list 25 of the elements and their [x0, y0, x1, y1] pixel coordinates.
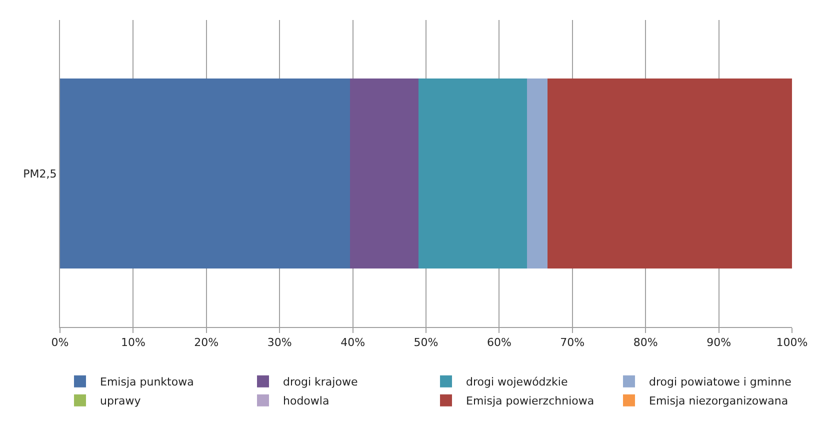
bar	[548, 78, 792, 269]
legend-label: Emisja powierzchniowa	[466, 394, 594, 408]
legend-label: drogi wojewódzkie	[466, 376, 568, 389]
x-tick-label: 100%	[776, 336, 808, 350]
bar	[527, 78, 548, 269]
x-tick-label: 20%	[194, 336, 219, 350]
legend-label: hodowla	[283, 394, 330, 408]
y-tick-label: PM2,5	[23, 167, 57, 180]
x-tick-label: 90%	[706, 336, 732, 350]
x-tick-label: 40%	[340, 336, 366, 350]
x-tick-label: 50%	[414, 336, 438, 350]
legend-label: drogi powiatowe i gminne	[649, 376, 792, 389]
x-tick-label: 30%	[267, 336, 292, 350]
bar	[350, 78, 419, 269]
legend-label: Emisja niezorganizowana	[649, 394, 788, 408]
legend-label: drogi krajowe	[283, 376, 358, 389]
x-tick-label: 10%	[120, 336, 146, 350]
x-tick-label: 0%	[51, 336, 69, 350]
bar	[60, 78, 350, 269]
x-tick-label: 80%	[633, 336, 658, 350]
x-tick-label: 70%	[560, 336, 585, 350]
x-tick-label: 60%	[486, 336, 512, 350]
bar	[418, 78, 528, 269]
legend-label: uprawy	[100, 394, 142, 408]
legend-label: Emisja punktowa	[100, 376, 194, 389]
